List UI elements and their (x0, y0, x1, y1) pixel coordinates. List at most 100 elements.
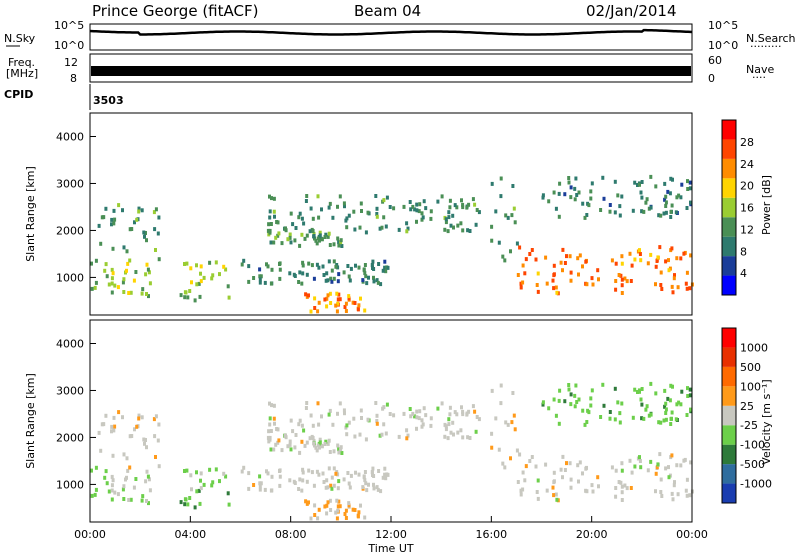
velocity-cell (521, 487, 525, 492)
velocity-cell (199, 486, 203, 491)
velocity-cell (199, 478, 202, 483)
velocity-cell (298, 450, 302, 455)
velocity-cell (415, 415, 419, 420)
power-cell (268, 209, 272, 214)
power-cell (278, 276, 282, 281)
power-cell (467, 202, 471, 207)
power-cell (137, 209, 141, 214)
velocity-cell (446, 436, 450, 441)
power-colorbar-label: Power [dB] (760, 175, 773, 235)
power-cell (552, 286, 556, 291)
power-cell (116, 285, 120, 290)
power-cell (554, 206, 558, 211)
power-cell (608, 203, 612, 207)
velocity-cell (366, 417, 370, 422)
velocity-cell (620, 401, 624, 406)
power-cell (528, 252, 532, 256)
power-cell (590, 181, 594, 186)
power-cell (584, 259, 588, 264)
power-cell (199, 271, 202, 276)
power-cell (326, 278, 330, 283)
velocity-cell (227, 502, 231, 507)
velocity-cell (628, 458, 632, 463)
velocity-cell (268, 435, 272, 440)
velocity-cell (288, 439, 292, 444)
colorbar-swatch (722, 197, 736, 218)
power-cell (504, 213, 508, 218)
velocity-cell (541, 400, 545, 405)
velocity-cell (654, 391, 658, 396)
power-cell (370, 263, 374, 267)
colorbar-tick-label: -500 (740, 458, 765, 471)
velocity-cell (473, 409, 477, 414)
colorbar-swatch (722, 405, 736, 426)
velocity-cell (383, 466, 387, 471)
power-cell (471, 197, 475, 202)
cpid-panel: CPID 3503 (4, 84, 124, 110)
power-cell (252, 276, 256, 280)
power-cell (353, 301, 357, 305)
velocity-cell (269, 488, 273, 493)
velocity-cell (122, 497, 126, 501)
velocity-cell (278, 468, 282, 473)
velocity-cell (521, 470, 525, 475)
velocity-cell (329, 508, 333, 512)
power-cell (465, 205, 469, 210)
velocity-cell (344, 508, 348, 513)
power-cell (300, 216, 304, 221)
velocity-cell (103, 475, 107, 480)
power-cell (148, 281, 152, 286)
power-cell (477, 210, 481, 215)
power-cell (103, 268, 107, 273)
power-cell (591, 282, 595, 287)
power-cell (197, 281, 201, 286)
power-cell (490, 238, 494, 243)
velocity-cell (301, 478, 305, 483)
velocity-cell (440, 401, 444, 406)
power-cell (274, 235, 278, 240)
velocity-cell (269, 429, 273, 433)
velocity-cell (342, 408, 346, 413)
velocity-cell (291, 429, 295, 434)
power-cell (685, 286, 689, 291)
velocity-cell (340, 451, 344, 455)
velocity-cell (147, 501, 150, 506)
power-cell (521, 280, 525, 285)
velocity-cell (336, 486, 340, 491)
velocity-cell (328, 498, 332, 503)
velocity-cell (157, 422, 161, 427)
power-cell (117, 203, 121, 208)
velocity-cell (659, 477, 663, 482)
power-cell (121, 280, 125, 285)
velocity-cell (629, 486, 633, 490)
power-cell (620, 194, 624, 199)
power-cell (269, 240, 273, 245)
velocity-cell (157, 464, 161, 469)
velocity-cell (375, 485, 379, 490)
velocity-cell (413, 414, 417, 419)
x-tick-label: 00:00 (676, 528, 708, 541)
velocity-cell (137, 416, 141, 421)
power-cell (304, 292, 308, 297)
velocity-cell (312, 483, 316, 488)
velocity-cell (383, 472, 387, 477)
power-cell (499, 176, 503, 181)
velocity-cell (258, 487, 262, 492)
velocity-cell (363, 478, 367, 483)
power-cell (322, 273, 326, 277)
velocity-cell (490, 388, 494, 393)
velocity-cell (684, 488, 688, 493)
power-cell (146, 267, 150, 272)
power-cell (578, 253, 582, 258)
colorbar-tick-label: 100 (740, 380, 761, 393)
velocity-cell (318, 440, 322, 445)
velocity-cell (311, 423, 315, 428)
power-cell (511, 184, 515, 188)
power-cell (291, 222, 295, 227)
velocity-cell (304, 406, 308, 410)
power-cell (413, 207, 417, 212)
power-cell (459, 221, 463, 226)
power-cell (343, 204, 346, 209)
power-cell (337, 240, 341, 245)
velocity-cell (198, 501, 202, 506)
